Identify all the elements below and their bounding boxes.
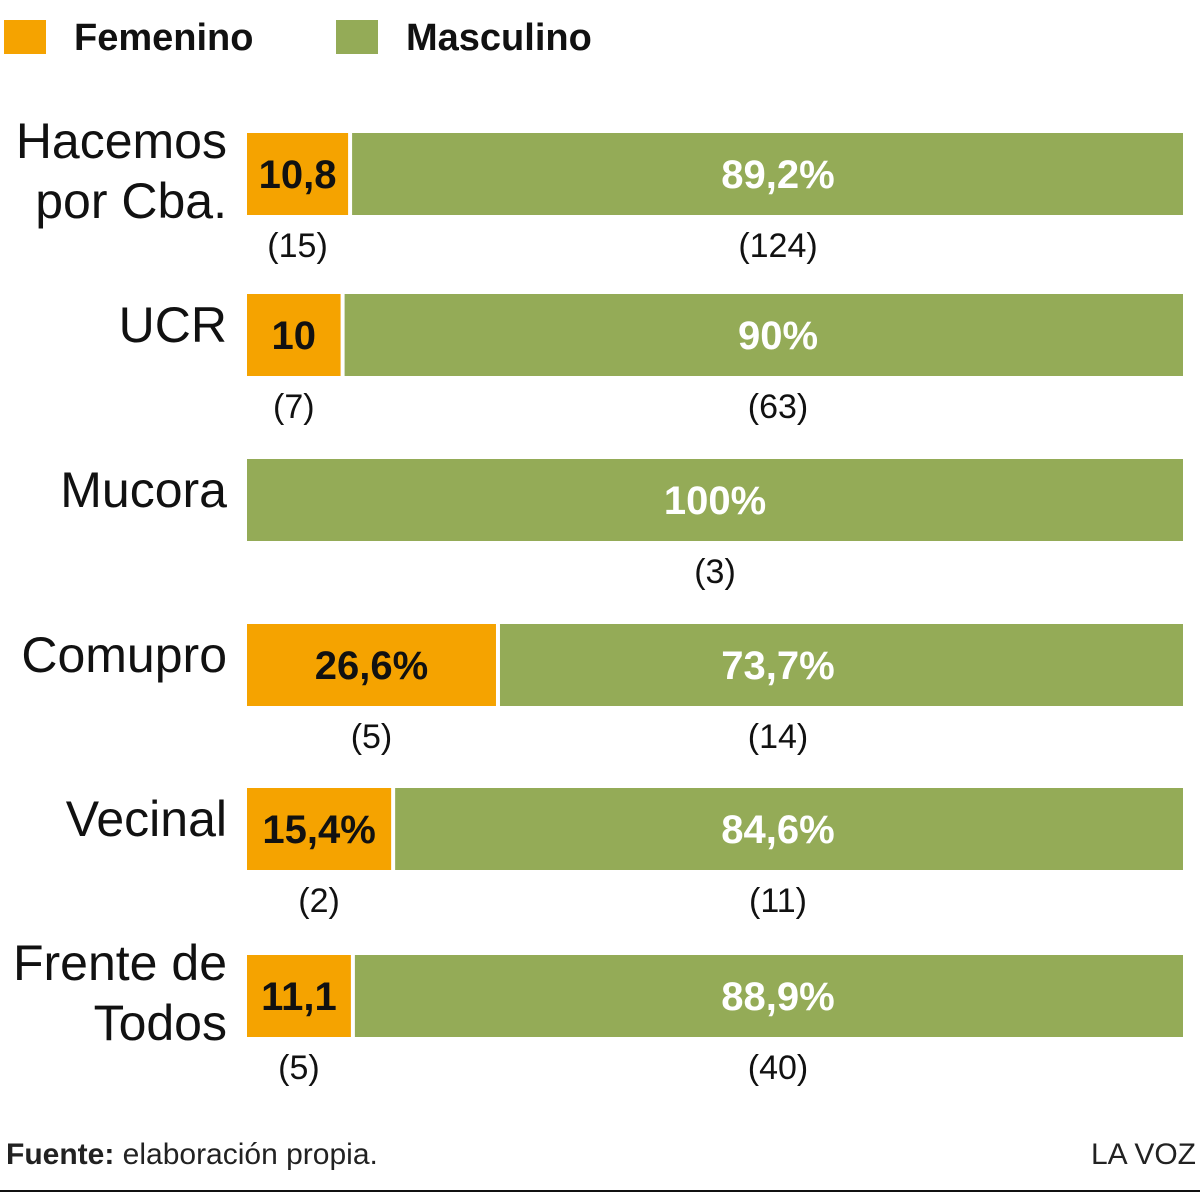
count-label-masculino: (3) xyxy=(694,553,736,591)
source-note: Fuente: elaboración propia. xyxy=(6,1138,378,1172)
bar-label-masculino: 73,7% xyxy=(721,644,834,688)
count-label-femenino: (5) xyxy=(278,1049,320,1087)
bar-label-masculino: 88,9% xyxy=(721,975,834,1019)
bar-label-masculino: 90% xyxy=(738,314,818,358)
bar-masculino xyxy=(395,788,1183,870)
category-label: Hacemos xyxy=(16,113,227,169)
chart-row: Comupro 26,6% (5) 73,7% (14) xyxy=(21,624,1183,756)
count-label-femenino: (2) xyxy=(298,882,340,920)
category-label: Comupro xyxy=(21,627,227,683)
bar-femenino xyxy=(247,788,392,870)
bar-femenino xyxy=(247,955,351,1037)
bar-masculino xyxy=(247,459,1183,541)
legend-label-masculino: Masculino xyxy=(406,17,592,59)
legend: Femenino Masculino xyxy=(4,17,592,59)
source-label: Fuente: xyxy=(6,1138,115,1171)
category-label: Vecinal xyxy=(66,791,227,847)
count-label-femenino: (7) xyxy=(273,388,315,426)
chart-row: Mucora 100% (3) xyxy=(60,459,1183,591)
legend-label-femenino: Femenino xyxy=(74,17,253,59)
count-label-femenino: (5) xyxy=(351,718,393,756)
bar-masculino xyxy=(344,294,1184,376)
category-label: Frente de xyxy=(13,935,227,991)
category-label: UCR xyxy=(119,297,227,353)
bar-masculino xyxy=(354,955,1183,1037)
chart-row: UCR 10 (7) 90% (63) xyxy=(119,294,1184,426)
bar-label-masculino: 84,6% xyxy=(721,808,834,852)
count-label-masculino: (124) xyxy=(738,227,817,265)
bar-masculino xyxy=(352,133,1183,215)
bar-femenino xyxy=(247,133,349,215)
bar-label-masculino: 100% xyxy=(664,479,766,523)
category-label: por Cba. xyxy=(35,173,227,229)
bar-femenino xyxy=(247,294,341,376)
category-label: Todos xyxy=(94,995,227,1051)
bar-femenino xyxy=(247,624,496,706)
count-label-femenino: (15) xyxy=(267,227,327,265)
chart-row: Vecinal 15,4% (2) 84,6% (11) xyxy=(66,788,1183,920)
legend-swatch-masculino xyxy=(336,20,378,54)
count-label-masculino: (63) xyxy=(748,388,808,426)
bar-label-femenino: 26,6% xyxy=(315,644,428,688)
count-label-masculino: (11) xyxy=(749,882,807,920)
bar-label-femenino: 10,8 xyxy=(259,153,337,197)
bar-label-femenino: 11,1 xyxy=(261,975,337,1019)
bar-label-masculino: 89,2% xyxy=(721,153,834,197)
bar-label-femenino: 15,4% xyxy=(262,808,375,852)
legend-swatch-femenino xyxy=(4,20,46,54)
category-label: Mucora xyxy=(60,462,227,518)
count-label-masculino: (14) xyxy=(748,718,808,756)
bar-masculino xyxy=(499,624,1183,706)
brand-name: LA VOZ xyxy=(1090,1138,1196,1171)
footer-rule xyxy=(0,1190,1200,1192)
source-text: elaboración propia. xyxy=(114,1138,378,1171)
count-label-masculino: (40) xyxy=(748,1049,808,1087)
bar-label-femenino: 10 xyxy=(272,314,317,358)
